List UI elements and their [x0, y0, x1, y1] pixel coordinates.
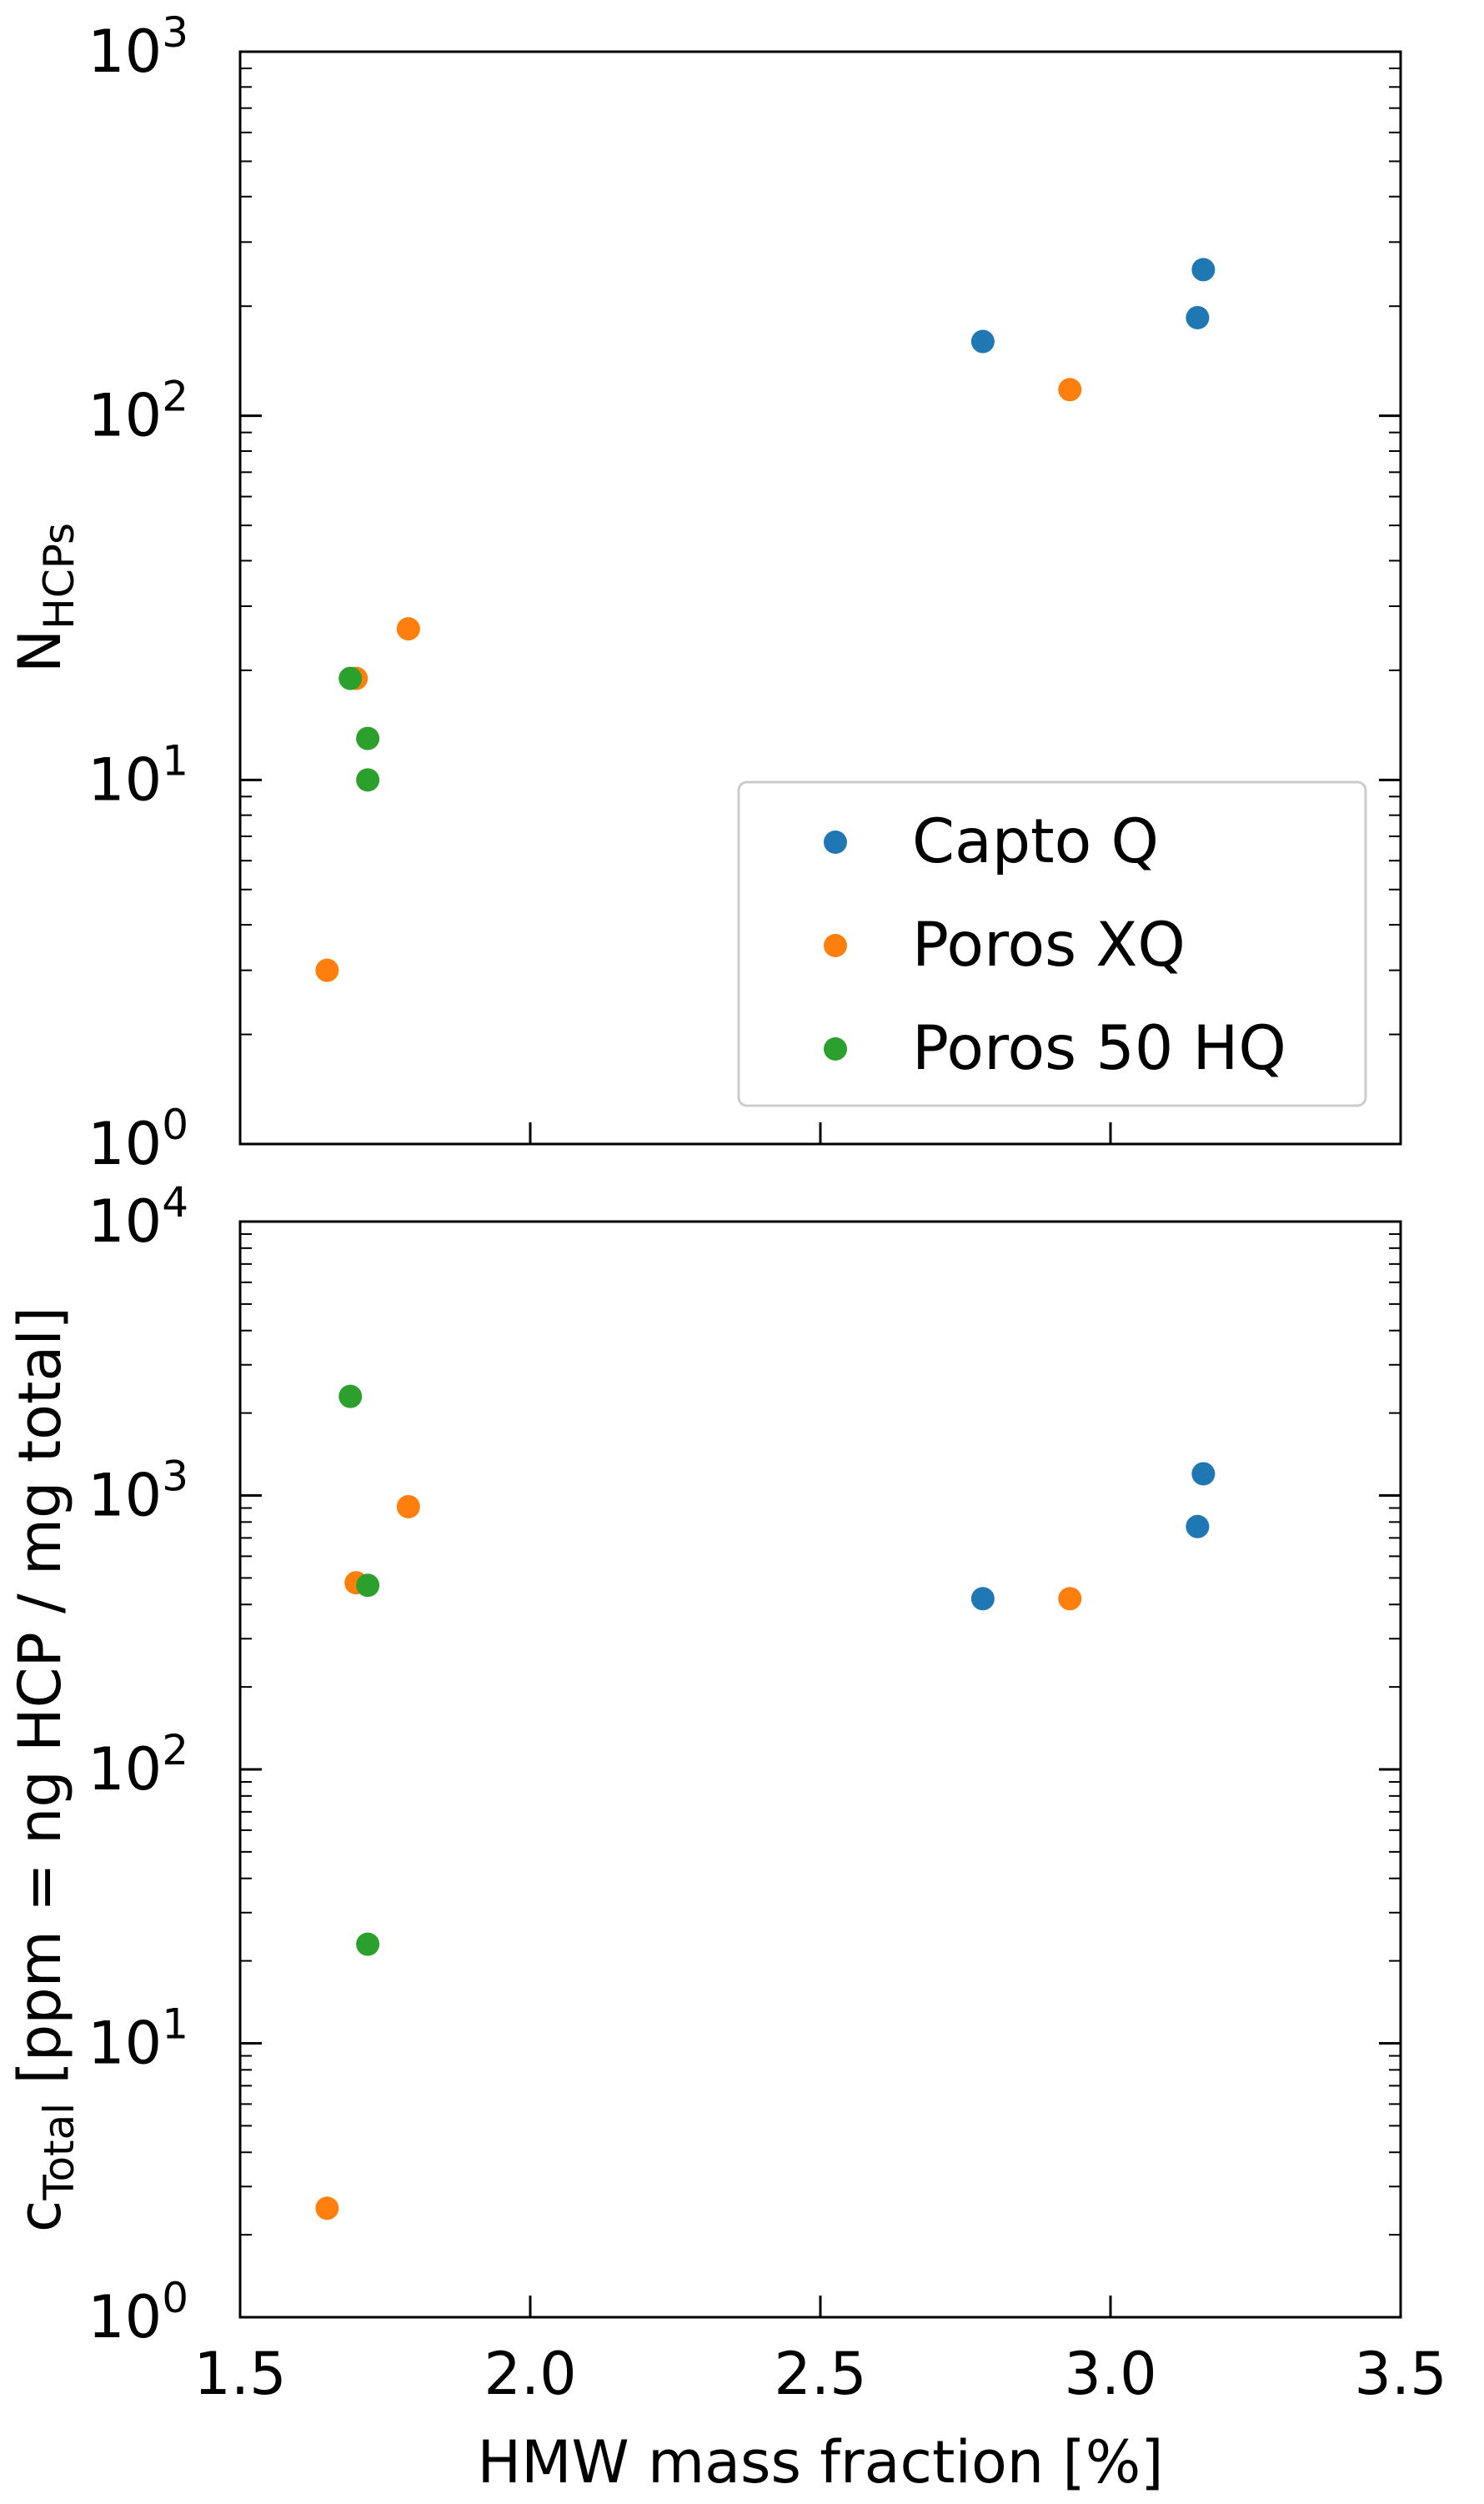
data-point [338, 666, 363, 690]
bottom-panel-data-points [315, 1384, 1216, 2220]
bottom-panel-y-tick-labels: 100 101 102 103 104 [88, 1178, 188, 2351]
legend-marker [824, 1037, 847, 1061]
data-point [1191, 258, 1216, 282]
data-point [970, 1587, 995, 1611]
x-tick-label: 3.5 [1354, 2340, 1446, 2408]
y-tick-label: 103 [88, 1453, 188, 1530]
y-tick-label: 100 [88, 2274, 188, 2351]
x-tick-label: 2.0 [484, 2340, 576, 2408]
data-point [1186, 305, 1210, 329]
top-panel-frame [238, 50, 1402, 1146]
legend-entries: Capto Q Poros XQ Poros 50 HQ [824, 806, 1286, 1084]
top-panel-data-points [315, 258, 1216, 982]
data-point [356, 726, 380, 750]
x-tick-label: 1.5 [193, 2340, 286, 2408]
data-point [1058, 1587, 1082, 1611]
data-point [315, 958, 339, 982]
data-point [356, 768, 380, 792]
x-tick-label: 2.5 [774, 2340, 866, 2408]
y-tick-label: 102 [88, 1726, 188, 1804]
x-axis-label: HMW mass fraction [%] [477, 2428, 1163, 2496]
y-tick-label: 100 [88, 1101, 188, 1178]
bottom-panel-x-tick-labels: 1.5 2.0 2.5 3.0 3.5 [193, 2340, 1446, 2408]
legend-box [737, 780, 1367, 1107]
legend-marker [824, 830, 847, 854]
y-tick-label: 103 [88, 8, 188, 86]
top-panel-y-tick-labels: 100 101 102 103 [88, 8, 188, 1178]
legend-label: Poros 50 HQ [912, 1013, 1286, 1084]
bottom-panel-frame [238, 1220, 1402, 2319]
x-tick-label: 3.0 [1064, 2340, 1156, 2408]
data-point [338, 1384, 363, 1408]
data-point [970, 329, 995, 354]
data-point [1191, 1462, 1216, 1486]
legend-label: Capto Q [912, 806, 1159, 877]
top-panel-minor-ticks [240, 67, 1401, 1036]
data-point [356, 1573, 380, 1598]
y-tick-label: 101 [88, 736, 188, 814]
legend: Capto Q Poros XQ Poros 50 HQ [737, 780, 1367, 1107]
data-point [1186, 1514, 1210, 1538]
top-panel: 100 101 102 103 NHCPs Capto Q Poros XQ Poros … [6, 8, 1402, 1178]
y-tick-label: 101 [88, 2000, 188, 2078]
data-point [315, 2196, 339, 2220]
bottom-panel-minor-ticks [240, 1233, 1401, 2236]
y-tick-label: 104 [88, 1178, 188, 1256]
legend-label: Poros XQ [912, 910, 1186, 981]
data-point [396, 1494, 420, 1518]
legend-marker [824, 934, 847, 957]
bottom-panel-y-axis-label: cTotal [ppm = ng HCP / mg total] [6, 1307, 83, 2232]
y-tick-label: 102 [88, 373, 188, 450]
data-point [1058, 378, 1082, 402]
data-point [396, 617, 420, 641]
data-point [356, 1932, 380, 1956]
bottom-panel: 100 101 102 103 104 1.5 2.0 2.5 3.0 3.5 HMW mass… [6, 1178, 1447, 2496]
top-panel-y-axis-label: NHCPs [6, 523, 83, 673]
